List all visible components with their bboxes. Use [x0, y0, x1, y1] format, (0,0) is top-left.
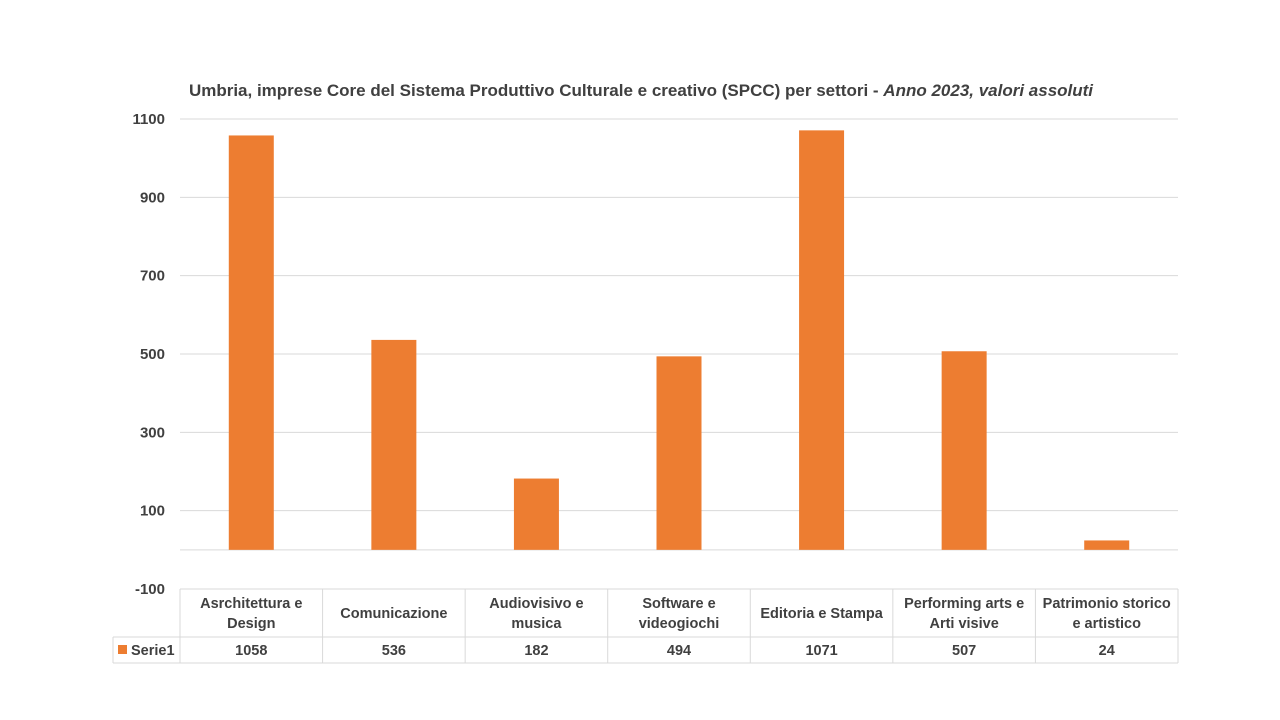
y-axis-tick-labels: 1100 900 700 500 300 100 -100 [132, 111, 165, 598]
category-label: Asrchitettura e [200, 596, 302, 612]
data-table-value: 24 [1099, 643, 1115, 659]
y-tick-label: 700 [140, 268, 165, 285]
bar [228, 135, 274, 550]
data-table-value: 182 [524, 643, 548, 659]
bar [1084, 540, 1130, 550]
data-table-value: 1058 [235, 643, 267, 659]
y-tick-label: 100 [140, 503, 165, 520]
data-table-value: 1071 [805, 643, 837, 659]
category-label: Software e [642, 596, 715, 612]
y-tick-label: 300 [140, 424, 165, 441]
bar [941, 351, 987, 550]
category-label: Design [227, 616, 275, 632]
y-tick-label: 1100 [132, 111, 165, 128]
bar [656, 356, 702, 550]
category-label: Patrimonio storico [1043, 596, 1171, 612]
data-table-value: 536 [382, 643, 406, 659]
category-label: Audiovisivo e [489, 596, 583, 612]
chart-subtitle: Anno 2023, valori assoluti [882, 81, 1094, 100]
legend-swatch [118, 645, 127, 654]
y-tick-label: -100 [135, 581, 165, 598]
legend-label: Serie1 [131, 643, 175, 659]
data-table-value: 507 [952, 643, 976, 659]
bar [371, 339, 417, 550]
y-tick-label: 900 [140, 189, 165, 206]
chart-title-separator: - [868, 81, 883, 100]
chart-title: Umbria, imprese Core del Sistema Produtt… [189, 81, 1094, 100]
chart-title-main: Umbria, imprese Core del Sistema Produtt… [189, 81, 868, 100]
bar [513, 478, 559, 550]
bar [799, 130, 845, 550]
category-label: Editoria e Stampa [760, 606, 883, 622]
category-label: musica [511, 616, 562, 632]
data-table: Asrchitettura e Design 1058 Comunicazione 53… [112, 588, 1179, 664]
category-label: Arti visive [929, 616, 998, 632]
category-label: videogiochi [639, 616, 720, 632]
data-table-value: 494 [667, 643, 691, 659]
y-tick-label: 500 [140, 346, 165, 363]
category-label: Comunicazione [340, 606, 447, 622]
bars [228, 130, 1130, 550]
category-label: e artistico [1072, 616, 1141, 632]
category-label: Performing arts e [904, 596, 1024, 612]
